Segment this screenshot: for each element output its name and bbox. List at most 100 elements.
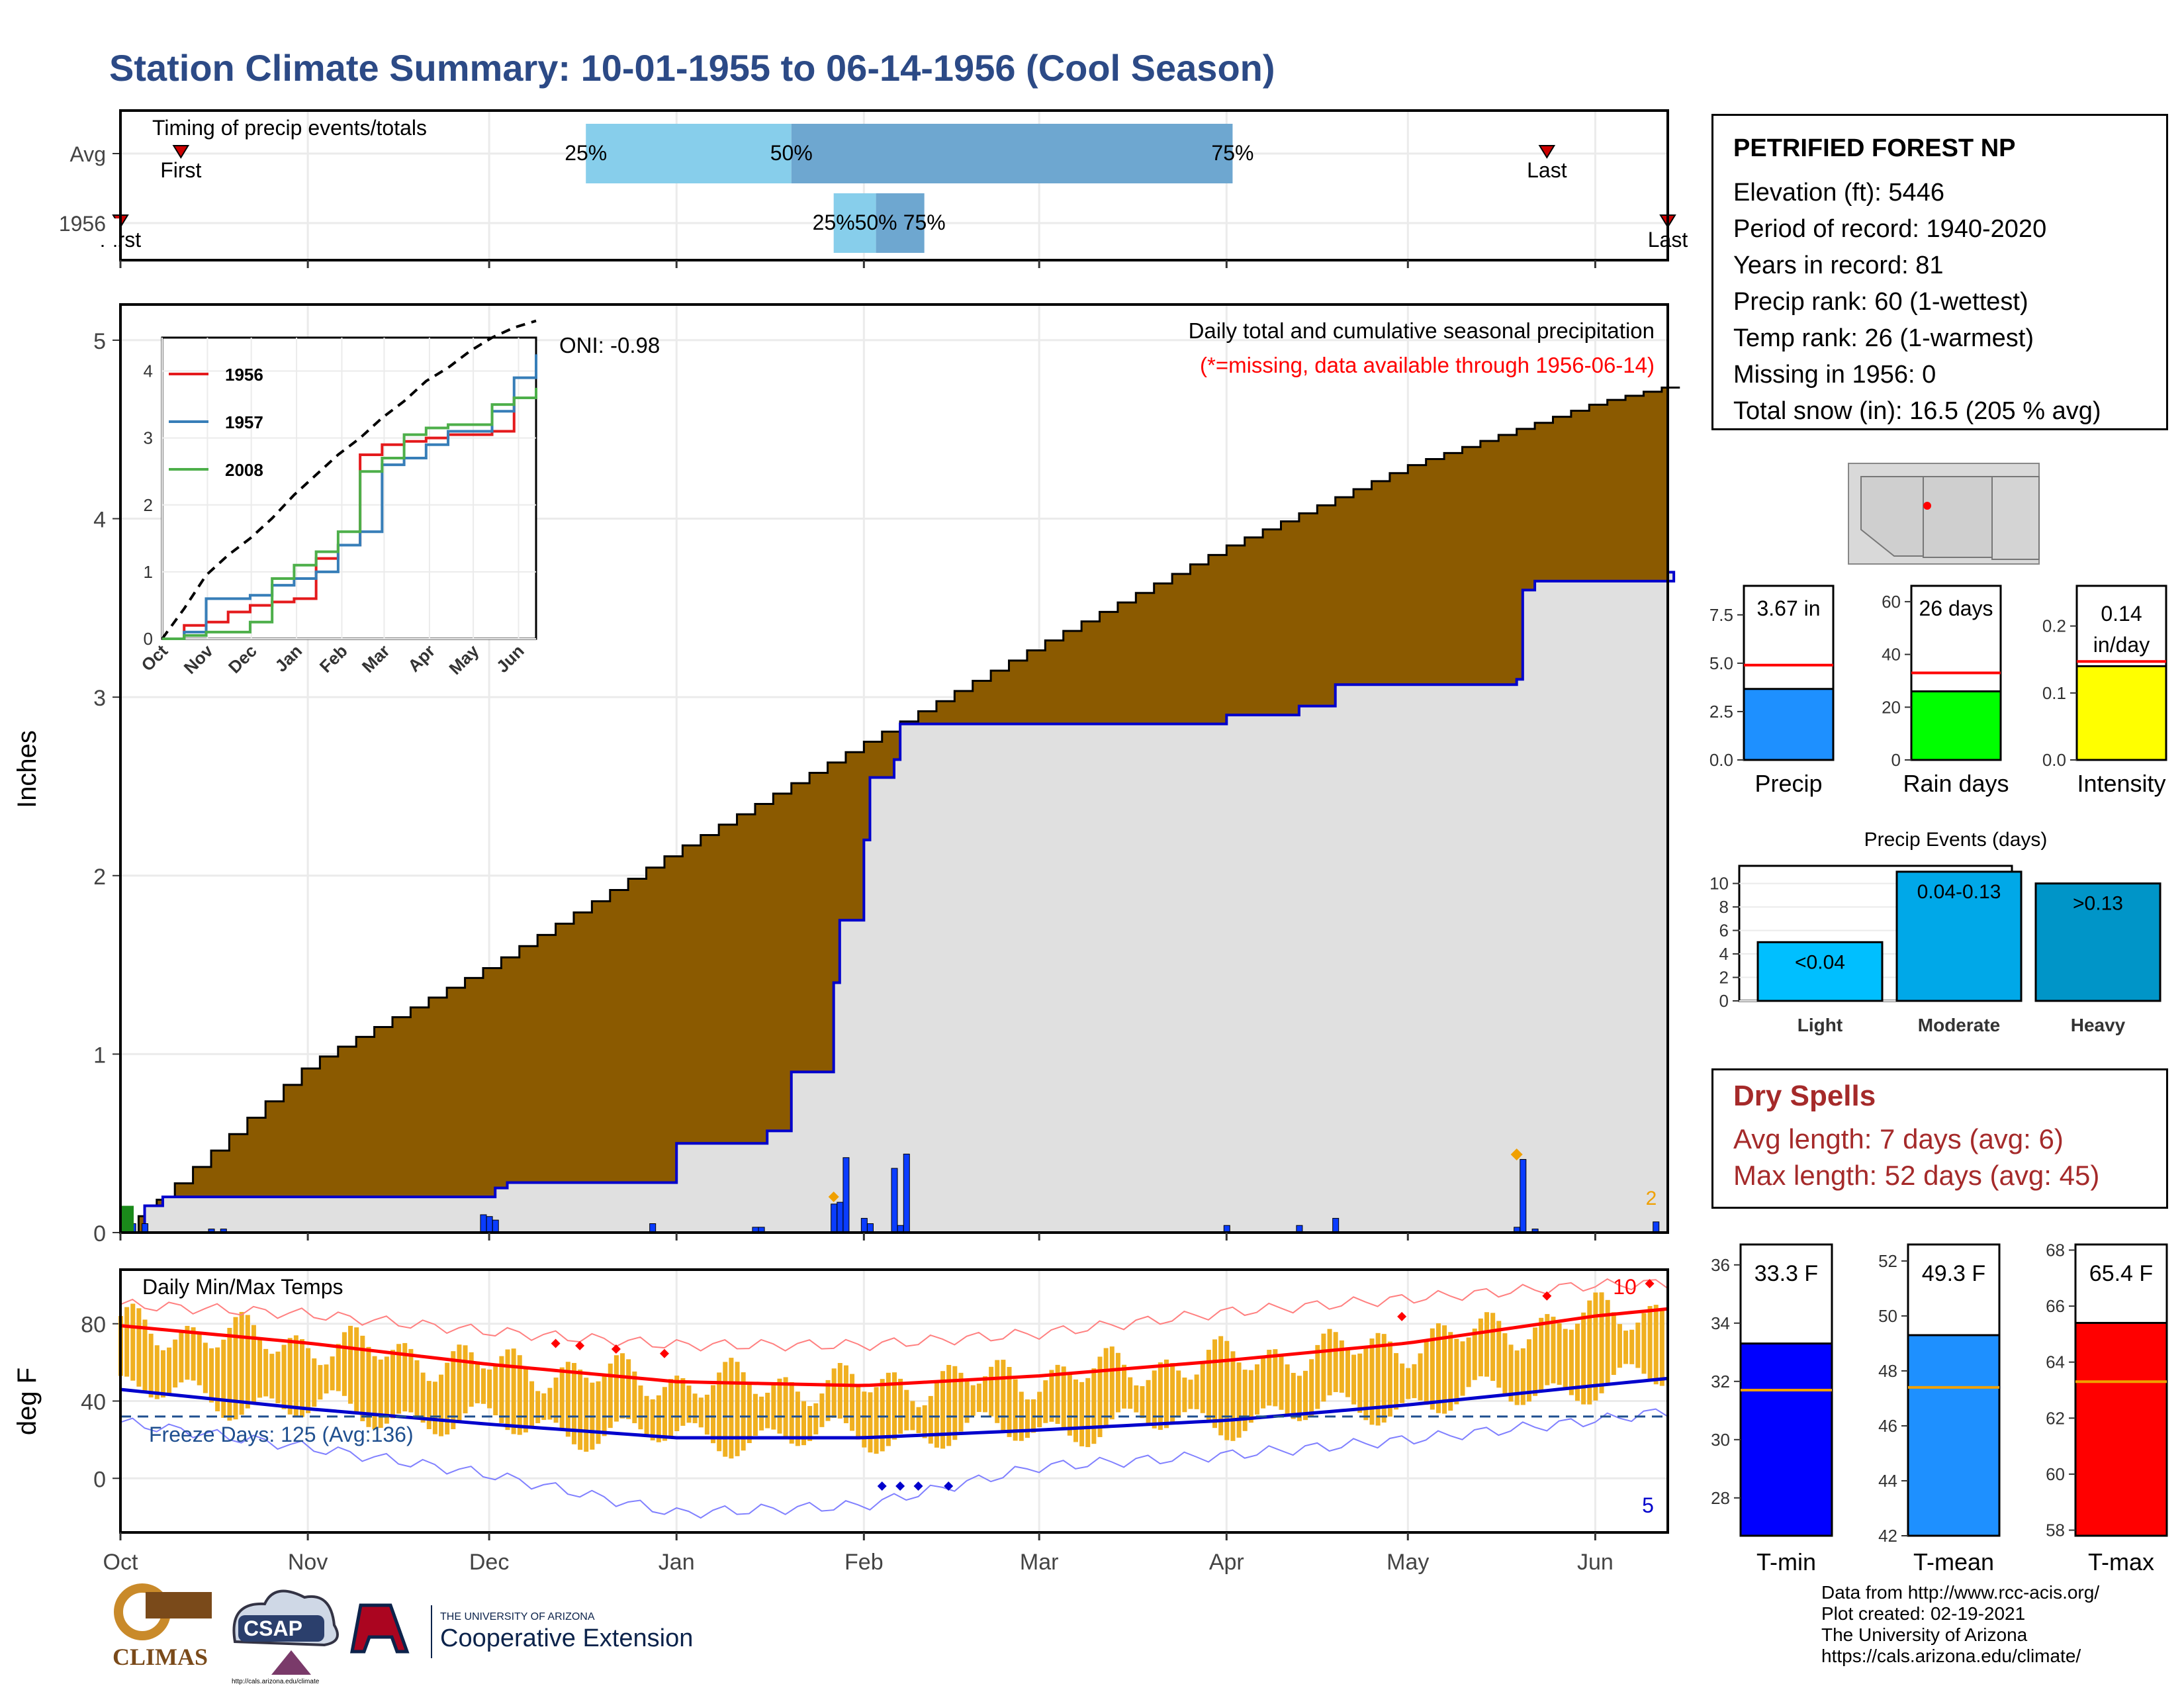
temp-daily-bar xyxy=(584,1378,589,1452)
temp-daily-bar xyxy=(1653,1305,1659,1385)
temp-daily-bar xyxy=(553,1378,559,1423)
temp-daily-bar xyxy=(154,1345,159,1399)
credit-plot-date: Plot created: 02-19-2021 xyxy=(1821,1603,2026,1624)
temp-daily-bar xyxy=(523,1367,528,1432)
page-title: Station Climate Summary: 10-01-1955 to 0… xyxy=(109,47,1275,89)
precip-summary-bar-1 xyxy=(1910,690,2002,761)
timing-last-label: Last xyxy=(1527,158,1567,182)
temp-hot-count: 10 xyxy=(1613,1275,1637,1299)
inset-frame xyxy=(161,336,537,640)
timing-left-mask xyxy=(0,218,119,245)
events-bar-label-Moderate: 0.04-0.13 xyxy=(1917,881,2001,903)
temp-record-high-marker xyxy=(1645,1279,1655,1289)
temp-record-high-marker xyxy=(659,1348,669,1358)
temp-daily-bar xyxy=(1037,1391,1042,1427)
temp-daily-bar xyxy=(475,1361,480,1403)
temp-daily-bar xyxy=(1061,1366,1066,1429)
temp-daily-bar xyxy=(989,1366,994,1417)
temp-daily-bar xyxy=(1430,1328,1435,1410)
temp-daily-bar xyxy=(747,1384,752,1444)
temp-daily-bar xyxy=(1454,1338,1459,1405)
inset-y-tick-label: 3 xyxy=(144,428,153,448)
precip-y-tick-label: 5 xyxy=(93,329,106,354)
precip-events-chart: Precip Events (days) 0 2 4 6 8 10 <0.04 Light 0.0… xyxy=(1709,829,2161,1035)
timing-q50-label: 50% xyxy=(855,211,897,234)
temp-record-high-marker xyxy=(1397,1311,1407,1321)
temp-daily-bar xyxy=(287,1338,293,1415)
temp-daily-bar xyxy=(179,1331,184,1383)
temp-daily-bar xyxy=(916,1407,921,1433)
temp-daily-bar xyxy=(366,1346,371,1427)
temp-summary-bar-2 xyxy=(2074,1321,2168,1537)
temp-daily-bar xyxy=(1079,1382,1085,1446)
temp-daily-bar xyxy=(160,1350,165,1398)
temp-x-tick-label: Oct xyxy=(103,1550,138,1575)
temp-daily-bar xyxy=(336,1344,341,1391)
precip-mid-marker xyxy=(828,1192,839,1202)
temp-summary-y-tick-label: 64 xyxy=(2046,1352,2065,1372)
events-bar-Moderate xyxy=(1895,870,2023,1002)
temp-daily-bar xyxy=(862,1391,867,1448)
temp-daily-bar xyxy=(384,1356,389,1424)
temperature-chart: 0 40 80 Freeze Days: 125 (Avg:136) Daily Min… xyxy=(13,1268,1669,1575)
temp-daily-bar xyxy=(1001,1360,1006,1431)
temp-daily-bar xyxy=(1091,1368,1097,1444)
temp-daily-bar xyxy=(167,1347,172,1393)
timing-chart: 25%50%75%FirstLastAvg25%50%75%FirstLast1… xyxy=(0,109,1688,268)
temp-daily-bar xyxy=(686,1385,692,1423)
temp-daily-bar xyxy=(130,1303,136,1381)
inset-legend-label-2008: 2008 xyxy=(225,460,263,480)
precip-summary-y-tick-label: 0 xyxy=(1891,750,1901,770)
temp-daily-bar xyxy=(354,1327,359,1413)
temp-daily-bar xyxy=(1424,1339,1429,1405)
precip-early-bar xyxy=(120,1205,134,1233)
station-precip-rank: Precip rank: 60 (1-wettest) xyxy=(1733,288,2028,316)
timing-q75-label: 75% xyxy=(1211,141,1253,165)
temp-summary-y-tick-label: 48 xyxy=(1878,1361,1897,1381)
temp-daily-bar xyxy=(535,1391,541,1423)
temp-daily-bar xyxy=(976,1383,981,1413)
events-x-label-Moderate: Moderate xyxy=(1918,1015,2000,1035)
temp-daily-bar xyxy=(1206,1350,1211,1420)
temp-daily-bar xyxy=(608,1363,613,1429)
temp-daily-bar xyxy=(1212,1339,1218,1429)
temp-daily-bar xyxy=(1563,1329,1568,1389)
ua-large-text: Cooperative Extension xyxy=(440,1624,693,1652)
temp-x-tick-label: Apr xyxy=(1209,1550,1244,1575)
inset-legend-label-1956: 1956 xyxy=(225,365,263,385)
temp-daily-bar xyxy=(185,1325,190,1380)
inset-series-line-1957 xyxy=(162,354,537,640)
temp-daily-bar xyxy=(173,1339,178,1388)
temp-daily-bar xyxy=(1394,1353,1399,1410)
temp-daily-bar xyxy=(408,1348,414,1413)
temp-daily-bar xyxy=(892,1372,897,1440)
temp-daily-bar xyxy=(281,1344,287,1409)
temp-summary-y-tick-label: 32 xyxy=(1711,1372,1730,1391)
temp-daily-bar xyxy=(1351,1354,1357,1405)
temp-daily-bar xyxy=(372,1356,377,1430)
temp-record-high-marker xyxy=(1542,1291,1552,1301)
temp-daily-bar xyxy=(1327,1329,1332,1395)
temp-daily-bar xyxy=(1526,1339,1531,1402)
temp-daily-bar xyxy=(318,1365,323,1400)
temp-record-high-marker xyxy=(575,1340,585,1350)
temp-daily-bar xyxy=(1073,1379,1078,1442)
ua-small-text: THE UNIVERSITY OF ARIZONA xyxy=(440,1611,595,1622)
precip-current-cumulative-area xyxy=(120,572,1674,1233)
temp-daily-bar xyxy=(487,1369,492,1409)
temp-daily-bar xyxy=(1435,1323,1441,1413)
temp-daily-bar xyxy=(1472,1329,1477,1380)
temp-daily-bar xyxy=(348,1325,353,1404)
temp-daily-bar xyxy=(1315,1344,1320,1409)
timing-q25-label: 25% xyxy=(565,141,607,165)
temp-summary-label-2: T-max xyxy=(2088,1548,2154,1575)
temp-daily-bar xyxy=(813,1403,819,1434)
temp-daily-bar xyxy=(1309,1359,1314,1416)
temp-daily-bar xyxy=(245,1315,250,1409)
temp-daily-bar xyxy=(203,1342,208,1393)
temp-summary-y-tick-label: 42 xyxy=(1878,1526,1897,1546)
temp-daily-bar xyxy=(517,1355,522,1435)
temp-daily-bar xyxy=(1557,1323,1562,1385)
temp-daily-bar xyxy=(221,1339,226,1418)
